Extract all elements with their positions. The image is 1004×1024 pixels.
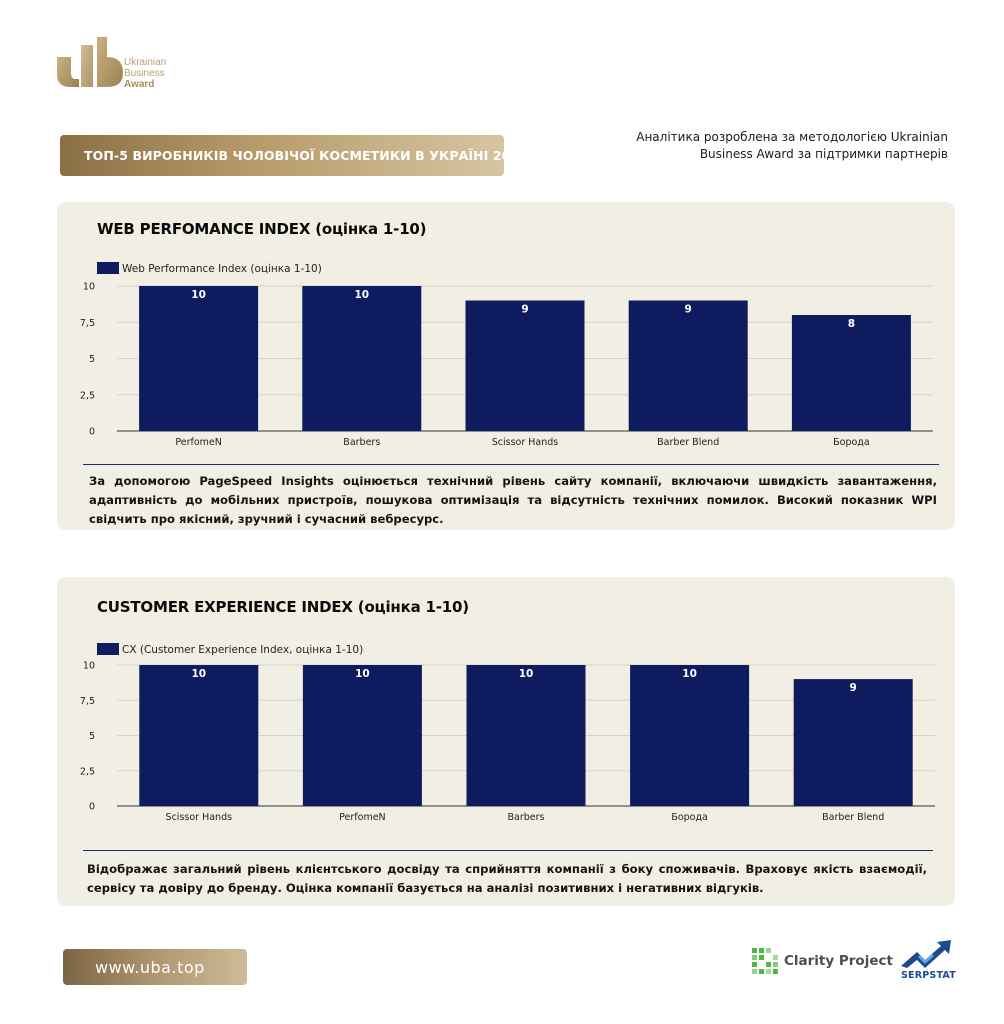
y-tick-label: 10 [83, 282, 95, 293]
bar [465, 300, 585, 431]
chart-title: WEB PERFOMANCE INDEX (оцінка 1-10) [97, 220, 427, 238]
data-label: 8 [848, 318, 855, 330]
logo-line-3: Award [124, 79, 155, 90]
chart-description: За допомогою PageSpeed Insights оцінюєть… [89, 474, 937, 526]
serpstat-label: SERPSTAT [901, 970, 956, 981]
bar [793, 679, 913, 806]
customer-experience-chart: CX (Customer Experience Index, оцінка 1-… [80, 643, 935, 823]
bar [466, 665, 586, 806]
bar [139, 286, 259, 431]
legend-label: Web Performance Index (оцінка 1-10) [122, 263, 322, 275]
y-tick-label: 2,5 [80, 766, 95, 777]
y-tick-label: 7,5 [80, 696, 95, 707]
data-label: 10 [354, 289, 369, 301]
x-tick-label: Barbers [343, 437, 380, 448]
y-tick-label: 5 [89, 731, 95, 742]
page-title-banner: ТОП-5 ВИРОБНИКІВ ЧОЛОВІЧОЇ КОСМЕТИКИ В У… [60, 135, 528, 176]
x-tick-label: Борода [833, 437, 870, 448]
x-tick-label: PerfomeN [175, 437, 222, 448]
x-tick-label: Barber Blend [822, 812, 884, 823]
y-tick-label: 7,5 [80, 318, 95, 329]
web-performance-panel: WEB PERFOMANCE INDEX (оцінка 1-10) Web P… [57, 202, 955, 530]
uba-logo-mark-icon [57, 37, 123, 87]
x-tick-label: Barber Blend [657, 437, 719, 448]
data-label: 10 [519, 668, 534, 680]
x-tick-label: Scissor Hands [166, 812, 233, 823]
bar [791, 315, 911, 431]
data-label: 10 [682, 668, 697, 680]
ukrainian-business-award-logo: Ukrainian Business Award [57, 37, 187, 93]
legend-swatch [97, 643, 119, 655]
customer-experience-panel: CUSTOMER EXPERIENCE INDEX (оцінка 1-10) … [57, 577, 955, 906]
divider [83, 464, 939, 465]
x-tick-label: PerfomeN [339, 812, 386, 823]
serpstat-logo: SERPSTAT [897, 938, 957, 984]
y-tick-label: 0 [89, 427, 95, 438]
data-label: 10 [191, 668, 206, 680]
y-tick-label: 5 [89, 354, 95, 365]
legend-label: CX (Customer Experience Index, оцінка 1-… [122, 644, 363, 656]
y-tick-label: 10 [83, 661, 95, 672]
legend-swatch [97, 262, 119, 274]
bar [302, 286, 422, 431]
serpstat-arrow-icon [901, 940, 951, 968]
clarity-project-label: Clarity Project [784, 953, 893, 969]
chart-description: Відображає загальний рівень клієнтського… [87, 862, 927, 895]
x-tick-label: Scissor Hands [492, 437, 559, 448]
website-link[interactable]: www.uba.top [63, 949, 247, 985]
data-label: 9 [850, 682, 857, 694]
y-tick-label: 0 [89, 802, 95, 813]
bar [630, 665, 750, 806]
y-tick-label: 2,5 [80, 390, 95, 401]
bar [628, 300, 748, 431]
logo-line-2: Business [124, 68, 165, 79]
clarity-grid-icon [752, 948, 778, 974]
web-performance-chart: Web Performance Index (оцінка 1-10) 0 2,5 5… [80, 262, 933, 448]
data-label: 10 [191, 289, 206, 301]
methodology-note: Аналітика розроблена за методологією Ukr… [636, 130, 948, 161]
logo-line-1: Ukrainian [124, 57, 167, 68]
data-label: 10 [355, 668, 370, 680]
bar [139, 665, 259, 806]
data-label: 9 [521, 304, 528, 316]
data-label: 9 [685, 304, 692, 316]
x-tick-label: Борода [671, 812, 708, 823]
clarity-project-logo: Clarity Project [752, 946, 893, 976]
x-tick-label: Barbers [508, 812, 545, 823]
chart-title: CUSTOMER EXPERIENCE INDEX (оцінка 1-10) [97, 598, 469, 616]
divider [83, 850, 933, 851]
bar [302, 665, 422, 806]
